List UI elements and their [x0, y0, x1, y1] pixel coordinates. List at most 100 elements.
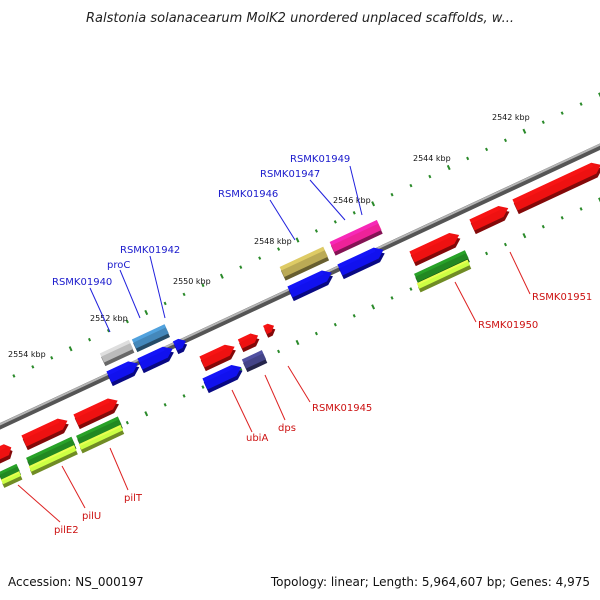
gene-pile2-upper[interactable]: [0, 444, 13, 464]
gene-label-rsmk01949[interactable]: RSMK01949: [290, 154, 350, 165]
scale-tick-mark: [201, 385, 205, 389]
scale-tick-mark: [87, 337, 92, 342]
gene-rsmk01946[interactable]: [279, 246, 330, 281]
bottom-label-leaders: [17, 251, 531, 523]
scale-tick-mark: [446, 164, 451, 171]
scale-tick-mark: [352, 211, 356, 215]
scale-tick-mark: [314, 229, 318, 233]
scale-tick-mark: [125, 420, 129, 425]
gene-proc[interactable]: [131, 324, 170, 353]
tick-label-2552: 2552 kbp: [90, 314, 128, 323]
tick-label-2548: 2548 kbp: [254, 237, 292, 246]
scale-tick-mark: [201, 283, 205, 288]
gene-rsmk01946-b[interactable]: [287, 270, 333, 302]
gene-label-dps[interactable]: dps: [278, 423, 296, 434]
scale-tick-mark: [182, 394, 186, 398]
scale-tick-mark: [522, 233, 527, 239]
gene-rsmk01942[interactable]: [137, 346, 174, 374]
scale-tick-mark: [12, 374, 16, 378]
gene-label-pile2[interactable]: pilE2: [54, 525, 79, 536]
gene-rsmk01950[interactable]: [409, 232, 461, 267]
gene-label-pilu[interactable]: pilU: [82, 511, 101, 522]
scale-tick-mark: [144, 411, 149, 417]
gene-label-ubia[interactable]: ubiA: [246, 433, 268, 444]
scale-tick-mark: [163, 403, 167, 407]
gene-label-rsmk01946[interactable]: RSMK01946: [218, 189, 278, 200]
gene-dps-purple[interactable]: [241, 350, 268, 373]
upper-scale-track: [12, 92, 600, 378]
gene-label-rsmk01942[interactable]: RSMK01942: [120, 245, 180, 256]
gene-rsmk01940-b[interactable]: [106, 361, 140, 387]
scale-tick-mark: [579, 102, 583, 106]
accession-text: Accession: NS_000197: [8, 575, 144, 589]
gene-small-blue[interactable]: [172, 338, 188, 355]
gene-features: [0, 162, 600, 488]
scale-tick-mark: [466, 156, 470, 161]
scale-tick-mark: [125, 319, 129, 324]
scale-tick-mark: [560, 111, 564, 115]
gene-label-pilt[interactable]: pilT: [124, 493, 143, 504]
scale-tick-mark: [50, 356, 54, 360]
scale-tick-mark: [219, 273, 224, 279]
scale-tick-mark: [277, 349, 281, 354]
scale-tick-mark: [409, 183, 413, 188]
gene-pilt-upper[interactable]: [73, 398, 119, 430]
scale-tick-mark: [579, 207, 583, 211]
gene-label-rsmk01947[interactable]: RSMK01947: [260, 169, 320, 180]
scale-tick-mark: [144, 309, 149, 316]
map-title: Ralstonia solanacearum MolK2 unordered u…: [86, 11, 514, 26]
gene-pile2-lime[interactable]: [0, 471, 23, 488]
scale-tick-mark: [182, 292, 186, 297]
scale-tick-mark: [541, 120, 545, 124]
scale-tick-mark: [333, 220, 337, 224]
gene-dps[interactable]: [237, 333, 260, 353]
gene-rsmk01949[interactable]: [329, 220, 383, 256]
gene-label-rsmk01945[interactable]: RSMK01945: [312, 403, 372, 414]
gene-rsmk01950-lime[interactable]: [416, 259, 472, 293]
scale-tick-mark: [295, 237, 300, 243]
scale-tick-mark: [485, 251, 489, 256]
gene-label-rsmk01951[interactable]: RSMK01951: [532, 292, 592, 303]
gene-label-rsmk01950[interactable]: RSMK01950: [478, 320, 538, 331]
scale-tick-mark: [31, 365, 35, 369]
gene-rsmk01951-upper[interactable]: [512, 162, 600, 215]
tick-label-2542: 2542 kbp: [492, 113, 530, 122]
scale-tick-mark: [371, 201, 376, 207]
scale-tick-mark: [598, 92, 600, 98]
gene-pilu-upper[interactable]: [21, 418, 69, 451]
scale-tick-mark: [598, 197, 600, 203]
scale-tick-mark: [352, 313, 356, 318]
topology-text: Topology: linear; Length: 5,964,607 bp; …: [270, 575, 590, 589]
scale-tick-mark: [390, 192, 394, 197]
scale-tick-mark: [106, 328, 110, 333]
scale-tick-mark: [390, 296, 394, 300]
gene-ubia[interactable]: [202, 365, 243, 394]
scale-tick-mark: [295, 339, 300, 346]
gene-rsmk01947[interactable]: [337, 247, 385, 280]
gene-small-red[interactable]: [263, 323, 276, 338]
gene-label-rsmk01940[interactable]: RSMK01940: [52, 277, 112, 288]
scale-tick-mark: [503, 138, 508, 143]
scale-tick-mark: [428, 174, 432, 179]
gene-pilu-lime[interactable]: [28, 445, 78, 476]
scale-tick-mark: [503, 242, 508, 247]
scale-tick-mark: [541, 224, 545, 229]
gene-rsmk01940[interactable]: [99, 339, 135, 367]
scale-tick-mark: [409, 287, 413, 291]
tick-label-2550: 2550 kbp: [173, 277, 211, 286]
scale-tick-mark: [68, 346, 73, 352]
gene-red-upper-2544[interactable]: [469, 206, 510, 235]
gene-rsmk01945-a[interactable]: [199, 344, 236, 372]
tick-label-2544: 2544 kbp: [413, 154, 451, 163]
gene-pilt-lime[interactable]: [78, 424, 125, 454]
tick-label-2554: 2554 kbp: [8, 350, 46, 359]
scale-tick-mark: [314, 331, 318, 336]
scale-tick-mark: [522, 128, 527, 134]
scale-tick-mark: [277, 247, 281, 251]
scale-tick-mark: [258, 256, 262, 260]
tick-label-2546: 2546 kbp: [333, 196, 371, 205]
gene-label-proc[interactable]: proC: [107, 260, 130, 271]
scale-tick-mark: [239, 265, 243, 269]
